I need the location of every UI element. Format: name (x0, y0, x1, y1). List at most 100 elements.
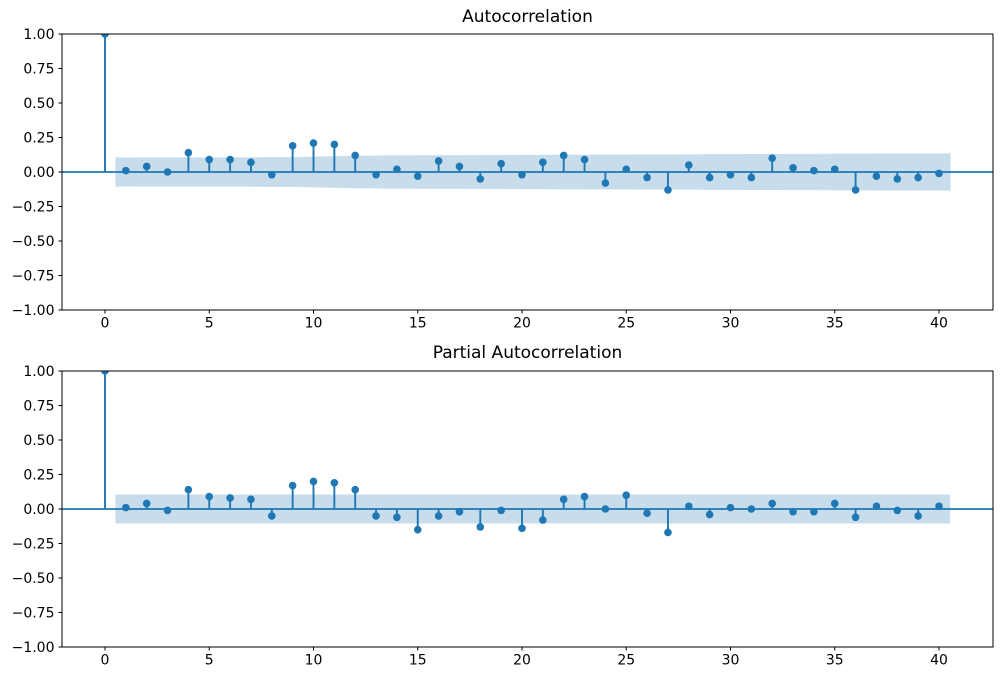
stem-marker (122, 166, 130, 175)
y-tick-label: 0.50 (23, 433, 54, 449)
stem-marker (413, 172, 422, 180)
stem-marker (434, 512, 443, 520)
stem-marker (268, 170, 276, 179)
y-tick-label: 0.50 (23, 96, 54, 112)
stem-marker (393, 513, 401, 522)
stem-marker (830, 165, 839, 174)
stem-marker (247, 158, 255, 167)
stem-marker (497, 506, 505, 515)
x-tick-label: 15 (409, 316, 427, 332)
y-tick-label: 1.00 (23, 364, 54, 380)
stem-marker (914, 512, 922, 520)
x-tick-label: 15 (409, 653, 427, 669)
x-tick-label: 20 (513, 316, 531, 332)
stem-marker (643, 173, 651, 182)
stem-marker (205, 492, 214, 501)
stem-marker (330, 478, 339, 487)
stem-marker (247, 495, 255, 504)
y-tick-label: 0.00 (23, 502, 54, 518)
stem-marker (393, 165, 401, 174)
stem-marker (518, 170, 526, 179)
stem-marker (810, 507, 818, 516)
pacf-subplot: Partial Autocorrelation 0 5 10 15 20 25 30 35 40… (12, 343, 994, 669)
x-tick-label: 25 (617, 653, 635, 669)
stem-marker (142, 162, 151, 171)
stem-marker (163, 168, 172, 176)
stem-marker (810, 166, 818, 175)
stem-marker (685, 161, 693, 169)
stem-marker (768, 154, 776, 162)
x-tick-label: 35 (826, 653, 844, 669)
stem-marker (351, 485, 360, 494)
stem-marker (872, 502, 881, 511)
stem-marker (726, 503, 735, 512)
stem-marker (205, 155, 214, 164)
stem-marker (309, 139, 318, 147)
stem-marker (434, 157, 443, 165)
stem-marker (601, 505, 610, 513)
stem-marker (830, 499, 839, 508)
stem-marker (101, 371, 109, 375)
stem-marker (789, 164, 797, 172)
stem-marker (539, 158, 547, 167)
stem-marker (935, 502, 943, 511)
stem-marker (288, 481, 297, 490)
y-tick-label: −1.00 (12, 640, 55, 656)
stem-marker (518, 524, 526, 533)
y-tick-label: 0.75 (23, 61, 54, 77)
stem-marker (705, 510, 714, 519)
acf-title: Autocorrelation (462, 7, 593, 27)
y-tick-label: 0.25 (23, 467, 54, 483)
x-tick-label: 30 (722, 653, 740, 669)
x-tick-label: 0 (101, 653, 110, 669)
stem-marker (101, 34, 109, 38)
stem-marker (268, 512, 276, 520)
stem-marker (705, 173, 714, 182)
stem-marker (476, 175, 485, 183)
x-tick-label: 40 (930, 653, 948, 669)
stem-marker (893, 506, 902, 515)
stem-marker (163, 506, 172, 515)
stem-marker (372, 512, 380, 520)
y-tick-label: 0.00 (23, 165, 54, 181)
x-tick-label: 5 (205, 316, 214, 332)
acf-subplot: Autocorrelation 0 5 10 15 20 25 30 35 40 1.00 0.75… (12, 7, 994, 332)
stem-marker (455, 507, 464, 516)
stem-marker (851, 513, 860, 522)
x-tick-label: 35 (826, 316, 844, 332)
stems (101, 371, 943, 537)
stem-marker (539, 516, 547, 524)
x-tick-label: 10 (305, 316, 323, 332)
y-tick-label: −0.75 (12, 268, 55, 284)
stem-marker (184, 148, 193, 157)
acf-plot-area: 0 5 10 15 20 25 30 35 40 1.00 0.75 0.50 0.25 0.00 −0.2… (12, 27, 994, 332)
stem-marker (497, 159, 505, 168)
stem-marker (851, 186, 860, 194)
x-tick-label: 25 (617, 316, 635, 332)
y-tick-label: −1.00 (12, 303, 55, 319)
stem-marker (664, 528, 672, 537)
stem-marker (476, 523, 485, 531)
stem-marker (747, 173, 756, 182)
stem-marker (726, 170, 735, 179)
stem-marker (351, 151, 360, 160)
stem-marker (184, 485, 193, 494)
y-tick-label: 1.00 (23, 27, 54, 43)
stem-marker (643, 509, 651, 517)
stem-marker (142, 499, 151, 508)
pacf-plot-area: 0 5 10 15 20 25 30 35 40 1.00 0.75 0.50 0.25 0.00 −0.2… (12, 364, 994, 669)
stems (101, 34, 943, 194)
y-tick-label: −0.50 (12, 234, 55, 250)
stem-marker (226, 494, 234, 502)
x-tick-label: 0 (101, 316, 110, 332)
stem-marker (226, 155, 234, 164)
y-tick-label: −0.75 (12, 605, 55, 621)
stem-marker (288, 141, 297, 150)
y-tick-label: −0.50 (12, 571, 55, 587)
stem-marker (580, 492, 589, 501)
y-tick-label: 0.75 (23, 398, 54, 414)
y-tick-label: −0.25 (12, 536, 55, 552)
y-tick-label: 0.25 (23, 130, 54, 146)
